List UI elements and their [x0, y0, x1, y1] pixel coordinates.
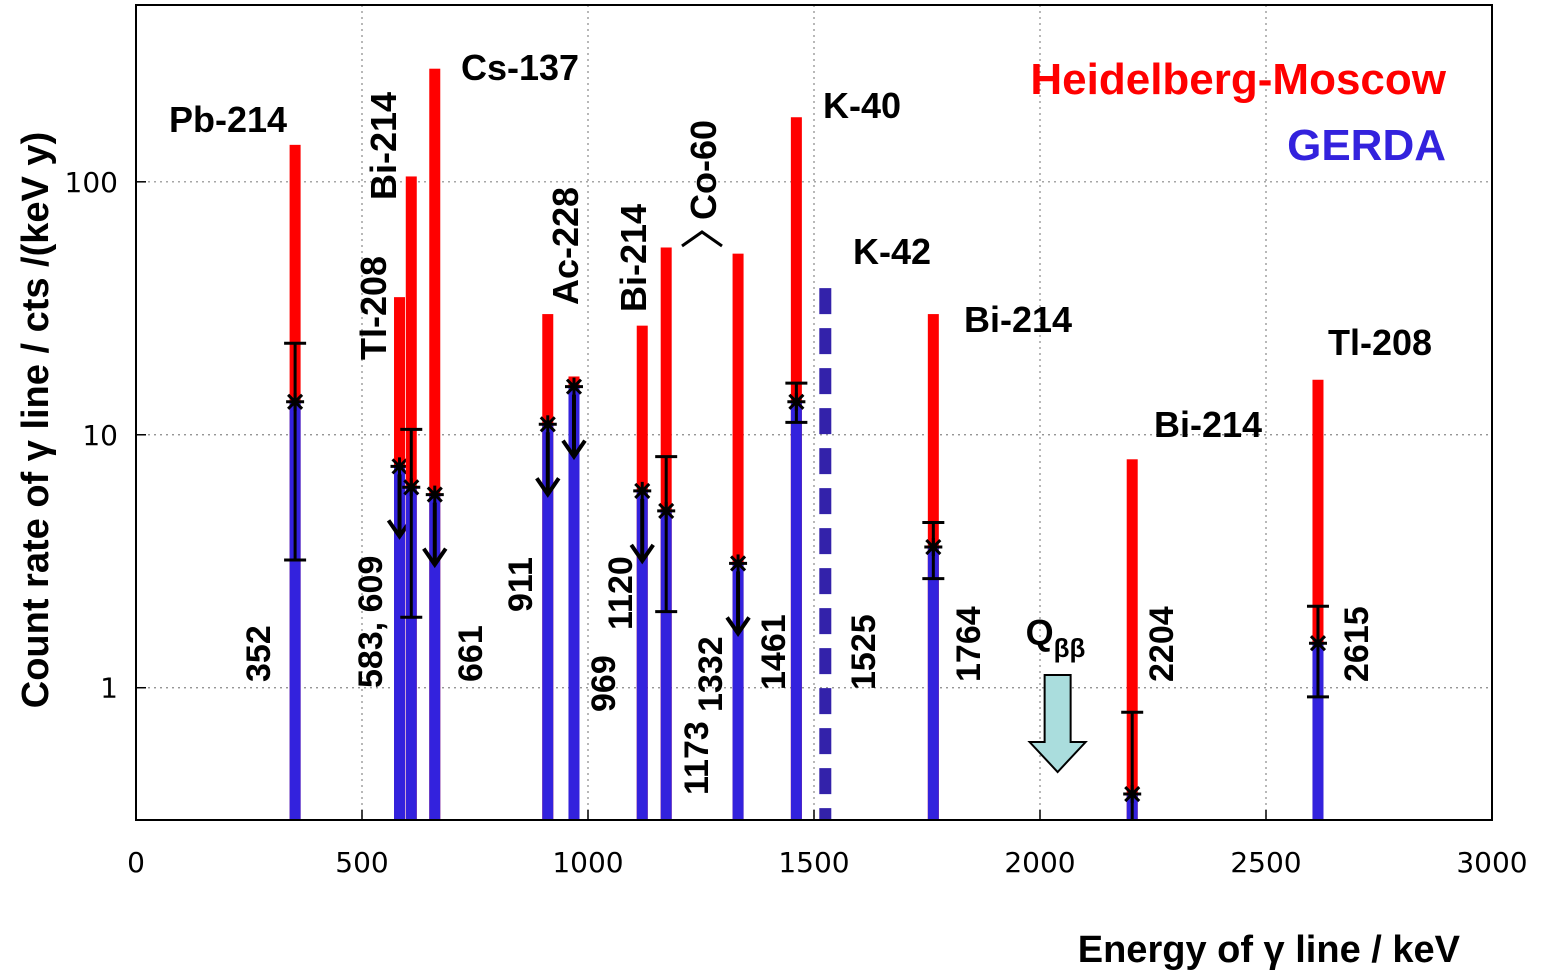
x-tick-label: 2500	[1230, 846, 1301, 879]
gerda-bar	[568, 386, 580, 820]
energy-label: 352	[240, 625, 278, 682]
marker-stroke	[1309, 635, 1327, 652]
gerda-marker	[425, 485, 444, 504]
marker-stroke	[730, 555, 747, 572]
tick-labels: 0 500 1000 1500 2000 2500 3000 1 10 100	[65, 166, 1528, 879]
energy-label: 1461	[755, 614, 793, 690]
gerda-bar	[790, 401, 802, 820]
marker-stroke	[539, 416, 556, 433]
grid	[136, 5, 1492, 820]
isotope-label: Pb-214	[169, 99, 287, 140]
gerda-marker	[787, 392, 806, 411]
gerda-bar	[542, 424, 554, 820]
isotope-label: Tl-208	[353, 256, 394, 360]
gerda-marker	[1123, 785, 1142, 804]
gerda-marker	[564, 377, 583, 396]
co60-bracket	[681, 230, 723, 248]
marker-stroke	[565, 378, 583, 395]
energy-label: 2615	[1338, 606, 1376, 682]
gerda-marker	[729, 554, 748, 573]
gerda-bar	[405, 487, 417, 820]
marker-stroke	[391, 458, 408, 475]
isotope-label: Co-60	[683, 120, 724, 220]
gerda-marker	[538, 415, 557, 434]
upper-limit-arrowhead	[422, 547, 448, 569]
marker-stroke	[634, 482, 651, 499]
legend-gerda: GERDA	[1287, 121, 1446, 170]
energy-label: 2204	[1143, 606, 1181, 682]
marker-stroke	[658, 502, 675, 519]
energy-label: 969	[585, 655, 623, 712]
gerda-bar	[927, 547, 939, 820]
isotope-label: Bi-214	[964, 299, 1072, 340]
isotope-label: Bi-214	[363, 92, 404, 200]
marker-stroke	[925, 538, 942, 556]
gerda-bar	[660, 510, 672, 820]
gerda-bar	[394, 466, 406, 820]
x-tick-label: 2000	[1004, 846, 1075, 879]
hdm-bar	[429, 68, 441, 821]
gerda-bar	[1312, 643, 1324, 820]
x-tick-label: 1000	[552, 846, 623, 879]
isotope-label: Ac-228	[545, 187, 586, 305]
gerda-marker	[402, 478, 421, 497]
marker-stroke	[426, 486, 443, 503]
upper-limit-arrowhead	[535, 477, 561, 498]
isotope-label: Bi-214	[1154, 404, 1262, 445]
x-axis-label: Energy of γ line / keV	[1078, 929, 1461, 971]
gerda-bar	[732, 563, 744, 820]
hdm-bar	[1126, 459, 1138, 820]
energy-label: 583, 609	[352, 556, 390, 688]
energy-label: 1332	[692, 636, 730, 712]
x-tick-label: 3000	[1456, 846, 1527, 879]
isotope-label: Cs-137	[461, 47, 579, 88]
qbb-arrow	[1027, 674, 1088, 774]
isotope-label: K-40	[823, 85, 901, 126]
energy-label: 1764	[950, 606, 988, 682]
energy-label: 1525	[845, 614, 883, 690]
line-labels: 352 661 911 969 1120 1173 1332 1461 1525 1764 2204…	[169, 47, 1432, 795]
upper-limit-arrowhead	[725, 616, 751, 637]
marker-stroke	[788, 393, 805, 410]
x-tick-label: 1500	[778, 846, 849, 879]
gerda-marker	[390, 457, 409, 476]
isotope-label: Tl-208	[1328, 322, 1432, 363]
energy-label: 661	[452, 625, 490, 682]
upper-limit-arrowhead	[561, 439, 587, 461]
hdm-bar	[732, 253, 744, 820]
gerda-marker	[1308, 634, 1327, 653]
gerda-marker	[286, 392, 305, 411]
x-tick-label: 0	[127, 846, 145, 879]
energy-label: 1173	[678, 721, 716, 795]
y-tick-label: 10	[82, 419, 118, 452]
marker-stroke	[403, 479, 420, 496]
legend-hdm: Heidelberg-Moscow	[1030, 55, 1446, 104]
marker-stroke	[287, 393, 304, 410]
y-tick-label: 1	[100, 672, 118, 705]
isotope-label: Bi-214	[613, 204, 654, 312]
marker-stroke	[1124, 785, 1141, 803]
y-axis-label: Count rate of γ line / cts /(keV y)	[15, 132, 57, 708]
gerda-bar	[289, 401, 301, 820]
legend: Heidelberg-Moscow GERDA	[1030, 55, 1446, 170]
energy-label: 911	[502, 557, 540, 612]
gerda-bar	[636, 490, 648, 820]
qbb-subscript: ββ	[1054, 633, 1086, 663]
hdm-bar	[1312, 379, 1324, 820]
bars	[284, 68, 1329, 821]
isotope-label: K-42	[853, 231, 931, 272]
y-tick-label: 100	[65, 166, 118, 199]
gerda-marker	[657, 501, 676, 520]
energy-label: 1120	[602, 556, 640, 630]
x-tick-label: 500	[335, 846, 388, 879]
gerda-marker	[633, 481, 652, 500]
upper-limit-arrowhead	[629, 543, 655, 565]
qbb-label: Qββ	[1026, 612, 1086, 663]
gerda-bar	[429, 494, 441, 820]
gerda-marker	[924, 538, 943, 557]
